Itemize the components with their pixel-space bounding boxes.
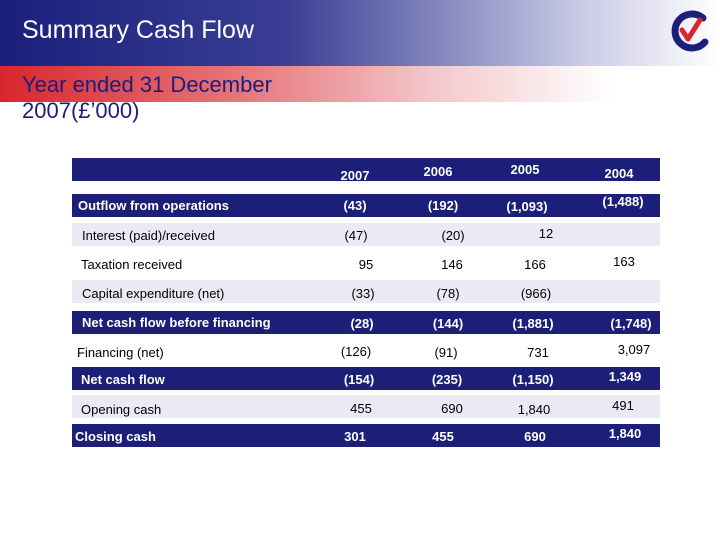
cell-2005: (1,150) (512, 372, 554, 387)
cell-2007: 95 (358, 257, 374, 272)
cell-2006: (91) (434, 345, 458, 360)
column-header-2004: 2004 (604, 166, 634, 181)
cell-2007: (47) (344, 228, 368, 243)
table-row: Interest (paid)/received (47) (20) 12 (72, 223, 660, 246)
cell-2005: 166 (524, 257, 546, 272)
table-row: Financing (net) (126) (91) 731 3,097 (72, 339, 660, 362)
cell-2006: 146 (441, 257, 463, 272)
table-row: Net cash flow before financing (28) (144… (72, 311, 660, 334)
row-label: Net cash flow (81, 372, 165, 387)
row-label: Interest (paid)/received (82, 228, 215, 243)
cell-2005: 1,840 (517, 402, 551, 417)
cell-2004: 163 (613, 254, 635, 269)
cell-2004: (1,748) (610, 316, 652, 331)
row-label: Outflow from operations (78, 198, 229, 213)
cell-2007: (33) (351, 286, 375, 301)
page-subtitle: Year ended 31 December 2007(£’000) (22, 72, 272, 123)
cell-2007: (154) (343, 372, 375, 387)
cell-2005: (1,093) (506, 199, 548, 214)
table-row: Capital expenditure (net) (33) (78) (966… (72, 280, 660, 303)
cell-2004: 3,097 (617, 342, 651, 357)
cell-2007: (28) (350, 316, 374, 331)
table-header-row: 2007 2006 2005 2004 (72, 158, 660, 183)
cell-2007: (43) (343, 198, 367, 213)
cell-2005: (1,881) (512, 316, 554, 331)
cell-2006: (144) (432, 316, 464, 331)
table-row: Outflow from operations (43) (192) (1,09… (72, 194, 660, 217)
title-bar (0, 0, 720, 66)
cell-2007: (126) (340, 344, 372, 359)
cell-2005: 12 (538, 226, 554, 241)
cell-2006: 690 (441, 401, 463, 416)
row-label: Net cash flow before financing (82, 315, 271, 330)
cell-2006: (235) (431, 372, 463, 387)
cell-2004: (1,488) (602, 194, 644, 209)
cell-2005: (966) (520, 286, 552, 301)
cell-2006: 455 (432, 429, 454, 444)
cell-2006: (20) (441, 228, 465, 243)
cell-2007: 455 (350, 401, 372, 416)
row-label: Opening cash (81, 402, 162, 417)
subtitle-bar (0, 66, 720, 102)
table-row: Closing cash 301 455 690 1,840 (72, 424, 660, 447)
cell-2006: (78) (436, 286, 460, 301)
cell-2004: 491 (612, 398, 634, 413)
row-label: Capital expenditure (net) (82, 286, 225, 301)
table-row: Net cash flow (154) (235) (1,150) 1,349 (72, 367, 660, 390)
cell-2005: 731 (527, 345, 549, 360)
company-logo-icon (671, 10, 709, 52)
column-header-2005: 2005 (510, 162, 540, 177)
column-header-2007: 2007 (340, 168, 370, 183)
cell-2007: 301 (344, 429, 366, 444)
cell-2004: 1,349 (608, 369, 642, 384)
cell-2006: (192) (427, 198, 459, 213)
column-header-2006: 2006 (423, 164, 453, 179)
row-label: Closing cash (75, 429, 156, 444)
table-row: Taxation received 95 146 166 163 (72, 251, 660, 274)
page-title: Summary Cash Flow (22, 16, 254, 44)
table-row: Opening cash 455 690 1,840 491 (72, 395, 660, 418)
row-label: Taxation received (81, 257, 183, 272)
cell-2005: 690 (524, 429, 546, 444)
cell-2004: 1,840 (608, 426, 642, 441)
row-label: Financing (net) (77, 345, 164, 360)
